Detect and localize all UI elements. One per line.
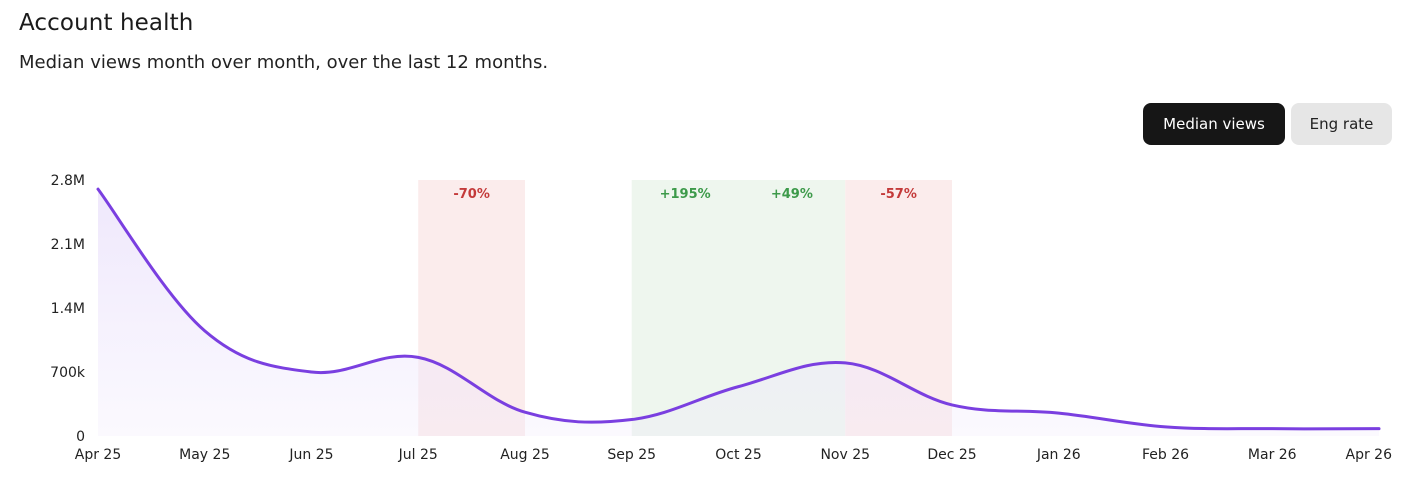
x-tick-label: Apr 25 — [75, 447, 121, 463]
y-tick-label: 2.1M — [51, 237, 85, 253]
y-tick-label: 1.4M — [51, 301, 85, 317]
x-tick-label: Dec 25 — [927, 447, 976, 463]
series-area — [98, 189, 1379, 436]
x-tick-label: Oct 25 — [715, 447, 761, 463]
change-label: -70% — [453, 187, 490, 202]
x-tick-label: Sep 25 — [607, 447, 656, 463]
median-views-chart: -70% +195% +49% -57% 0 700k 1.4M 2.1M 2.8M Apr 25… — [50, 173, 1393, 463]
y-tick-label: 700k — [50, 365, 86, 381]
x-tick-label: Jul 25 — [398, 447, 438, 463]
y-tick-label: 2.8M — [51, 173, 85, 189]
change-label: +49% — [771, 187, 813, 202]
card-title: Account health — [19, 10, 194, 36]
y-tick-label: 0 — [76, 429, 85, 445]
x-tick-label: Mar 26 — [1248, 447, 1297, 463]
change-label: +195% — [660, 187, 711, 202]
card-subtitle: Median views month over month, over the … — [19, 52, 549, 73]
x-tick-label: Jun 25 — [288, 447, 333, 463]
median-views-toggle-button[interactable]: Median views — [1143, 103, 1285, 145]
series-line — [96, 187, 1381, 431]
x-tick-label: Aug 25 — [500, 447, 550, 463]
x-tick-label: Nov 25 — [820, 447, 870, 463]
x-tick-label: May 25 — [179, 447, 230, 463]
eng-rate-toggle-button[interactable]: Eng rate — [1291, 103, 1392, 145]
change-label: -57% — [880, 187, 917, 202]
x-tick-label: Feb 26 — [1142, 447, 1189, 463]
x-tick-label: Jan 26 — [1036, 447, 1081, 463]
x-tick-label: Apr 26 — [1346, 447, 1393, 463]
